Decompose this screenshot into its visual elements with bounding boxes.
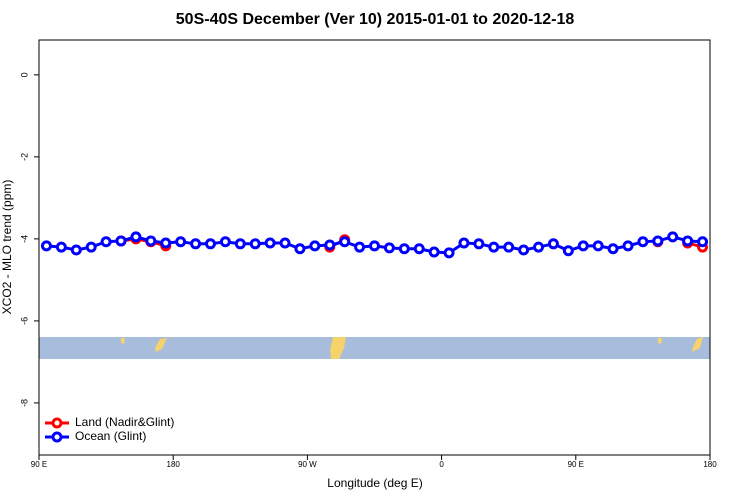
x-tick-label: 90 E xyxy=(31,460,47,469)
y-tick-label: -2 xyxy=(19,153,29,161)
data-point xyxy=(413,243,425,255)
y-tick-label: -8 xyxy=(19,399,29,407)
data-point xyxy=(503,241,515,253)
data-point xyxy=(354,241,366,253)
legend-marker xyxy=(51,417,63,429)
data-point xyxy=(443,247,455,259)
x-tick-label: 90 E xyxy=(568,460,584,469)
data-point xyxy=(398,243,410,255)
x-tick-label: 180 xyxy=(167,460,181,469)
data-point xyxy=(637,236,649,248)
data-point xyxy=(100,236,112,248)
legend-label: Ocean (Glint) xyxy=(75,429,146,443)
data-point xyxy=(309,240,321,252)
data-point xyxy=(190,238,202,250)
data-point xyxy=(160,237,172,249)
data-point xyxy=(533,241,545,253)
data-point xyxy=(518,244,530,256)
data-point xyxy=(622,240,634,252)
x-tick-label: 90 W xyxy=(298,460,317,469)
data-point xyxy=(130,231,142,243)
data-point xyxy=(369,240,380,252)
data-point xyxy=(652,235,664,247)
data-point xyxy=(264,237,276,249)
data-point xyxy=(175,236,187,248)
land-patch xyxy=(121,338,125,344)
data-point xyxy=(40,240,52,252)
data-point xyxy=(383,242,395,254)
data-point xyxy=(682,235,694,247)
data-point xyxy=(488,241,500,253)
land-patch xyxy=(330,337,346,359)
data-point xyxy=(70,244,82,256)
chart-title: 50S-40S December (Ver 10) 2015-01-01 to … xyxy=(176,11,575,28)
y-axis-label: XCO2 - MLO trend (ppm) xyxy=(0,180,14,315)
data-point xyxy=(592,240,604,252)
data-point xyxy=(234,238,246,250)
data-point xyxy=(145,235,157,247)
data-point xyxy=(219,236,231,248)
data-point xyxy=(428,246,440,258)
land-patch xyxy=(155,338,167,352)
x-tick-label: 180 xyxy=(703,460,717,469)
legend-label: Land (Nadir&Glint) xyxy=(75,415,174,429)
data-point xyxy=(473,238,485,250)
data-point xyxy=(279,237,291,249)
data-point xyxy=(204,238,216,250)
land-patch xyxy=(692,337,703,352)
data-point xyxy=(339,236,351,248)
data-point xyxy=(667,231,679,243)
data-point xyxy=(607,243,619,255)
data-point xyxy=(458,237,470,249)
data-point xyxy=(115,235,127,247)
data-point xyxy=(85,241,97,253)
data-point xyxy=(577,240,589,252)
data-point xyxy=(55,241,67,253)
map-strip xyxy=(39,337,710,359)
ocean-strip xyxy=(39,337,710,359)
y-tick-label: 0 xyxy=(19,72,29,77)
x-tick-label: 0 xyxy=(439,460,444,469)
data-point xyxy=(697,236,709,248)
y-tick-label: -6 xyxy=(19,317,29,325)
x-axis-label: Longitude (deg E) xyxy=(327,476,422,490)
data-point xyxy=(547,238,559,250)
data-point xyxy=(249,238,261,250)
plot-frame xyxy=(38,39,711,456)
legend-marker xyxy=(51,431,63,443)
data-point xyxy=(562,245,574,257)
data-point xyxy=(294,243,306,255)
y-tick-label: -4 xyxy=(19,235,29,243)
data-point xyxy=(324,239,336,251)
land-patch xyxy=(658,338,662,344)
